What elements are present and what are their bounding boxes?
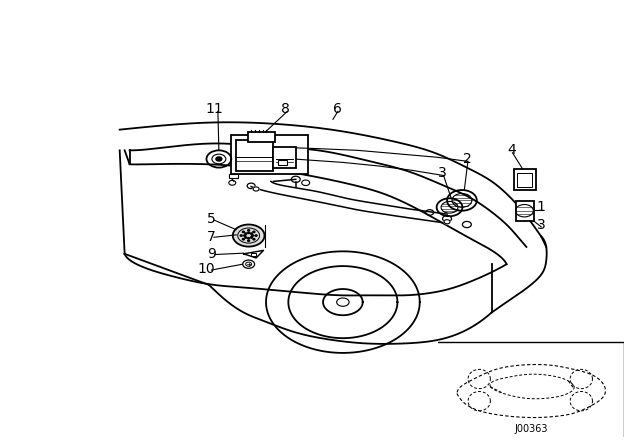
Circle shape [245,233,247,234]
Text: J00363: J00363 [515,424,548,434]
Bar [231,135,308,174]
Text: 7: 7 [207,229,216,244]
Circle shape [248,240,250,241]
Text: 9: 9 [207,247,216,261]
Circle shape [255,235,257,236]
Circle shape [233,224,264,246]
Text: 3: 3 [438,166,447,180]
Circle shape [248,230,250,231]
Bar [248,132,275,142]
Bar [517,173,532,187]
Text: 10: 10 [198,263,215,276]
Bar [278,159,287,165]
Bar [251,253,256,255]
Circle shape [240,235,242,236]
Circle shape [253,231,255,233]
Text: 1: 1 [537,200,546,214]
Circle shape [253,238,255,240]
Text: 4: 4 [507,143,516,157]
Circle shape [250,237,252,238]
Text: 6: 6 [333,102,342,116]
Circle shape [248,232,250,233]
Circle shape [216,157,222,161]
Text: 11: 11 [205,102,223,116]
Circle shape [253,187,259,191]
Polygon shape [244,250,264,258]
Bar [273,147,296,168]
Bar [229,174,237,178]
Circle shape [252,235,253,236]
Circle shape [243,231,244,233]
Bar [236,140,273,171]
Circle shape [244,235,246,236]
Bar [516,202,534,221]
Circle shape [243,238,244,240]
Text: 3: 3 [537,218,546,232]
Text: 8: 8 [282,102,291,116]
Text: 2: 2 [463,152,471,166]
Circle shape [444,220,450,224]
Circle shape [245,237,247,238]
Circle shape [250,233,252,234]
Circle shape [248,237,250,239]
Bar [514,169,536,190]
Text: 5: 5 [207,212,216,226]
